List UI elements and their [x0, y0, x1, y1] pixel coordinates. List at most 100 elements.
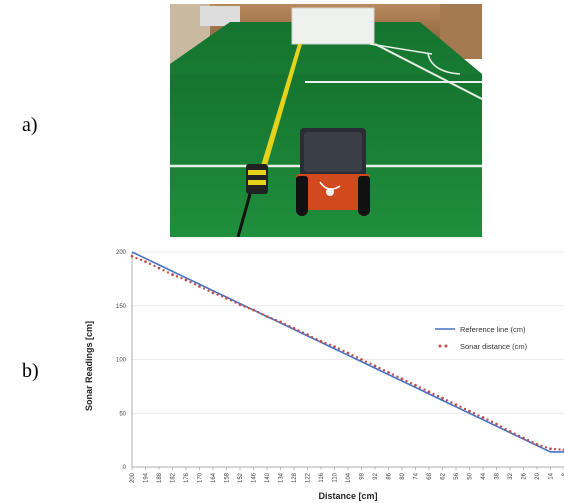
reference-line	[131, 251, 564, 453]
x-tick-label: 158	[225, 472, 231, 483]
sonar-point	[333, 345, 336, 348]
legend-reference-label: Reference line (cm)	[460, 325, 526, 334]
grid-lines	[132, 251, 564, 468]
sonar-point	[166, 271, 170, 274]
sonar-point	[499, 425, 503, 428]
x-tick-label: 170	[198, 472, 204, 483]
sonar-point	[360, 358, 363, 361]
sonar-point	[553, 447, 557, 451]
sonar-point	[310, 335, 314, 339]
sonar-point	[472, 412, 476, 415]
sonar-point	[189, 280, 192, 284]
x-tick-label: 8	[562, 472, 564, 476]
x-tick-label: 20	[535, 472, 541, 479]
x-tick-label: 50	[468, 472, 474, 479]
y-axis-title: Sonar Readings [cm]	[84, 321, 94, 411]
sonar-point	[495, 422, 498, 426]
sonar-point	[130, 254, 134, 258]
y-tick-label: 0	[123, 465, 127, 471]
sonar-point	[256, 311, 260, 314]
sonar-point	[508, 430, 512, 433]
sonar-point	[139, 258, 143, 262]
sonar-point	[441, 396, 444, 400]
sonar-point	[198, 285, 201, 288]
x-tick-label: 188	[157, 472, 163, 483]
sonar-point	[459, 405, 462, 408]
sonar-point	[468, 409, 471, 413]
sonar-point	[540, 444, 543, 448]
sonar-point	[463, 407, 467, 411]
sonar-point	[364, 360, 368, 363]
sonar-point	[414, 383, 417, 387]
sonar-readings-chart: 0 50 100 150 200 200 194 188 182 176 170 164 158 152…	[84, 250, 564, 501]
sonar-point	[261, 313, 264, 316]
reference-line-series	[131, 251, 564, 453]
x-tick-label: 26	[522, 472, 528, 479]
sonar-point	[162, 269, 165, 272]
x-tick-label: 140	[265, 472, 271, 483]
sonar-point	[400, 377, 404, 381]
sonar-point	[274, 318, 278, 322]
x-tick-label: 134	[279, 472, 285, 483]
sonar-point	[427, 390, 431, 394]
sonar-point	[504, 427, 507, 431]
sonar-point	[265, 315, 269, 318]
sonar-point	[252, 308, 255, 312]
sonar-point	[544, 446, 548, 449]
legend-sonar-swatch-b	[444, 344, 448, 348]
sonar-point	[135, 256, 138, 260]
x-tick-label: 62	[441, 472, 447, 479]
sonar-point	[405, 379, 408, 383]
sonar-point	[454, 403, 458, 407]
sonar-point	[319, 339, 323, 343]
legend-sonar-label: Sonar distance (cm)	[460, 342, 528, 351]
x-tick-label: 104	[346, 472, 352, 483]
x-tick-label: 74	[414, 472, 420, 479]
x-tick-labels: 200 194 188 182 176 170 164 158 152 146 140 134 128 1…	[130, 472, 564, 483]
sonar-point	[297, 329, 300, 332]
y-tick-label: 150	[116, 304, 127, 310]
sonar-point	[211, 291, 215, 295]
sonar-point	[157, 266, 161, 270]
sonar-point	[558, 448, 561, 451]
sonar-point	[373, 364, 377, 368]
sonar-point	[387, 371, 390, 374]
sonar-point	[202, 287, 206, 290]
sonar-point	[229, 299, 233, 302]
x-tick-label: 56	[454, 472, 460, 479]
x-tick-label: 182	[171, 472, 177, 483]
robot-on-soccer-field-photo	[170, 4, 482, 237]
sonar-point	[513, 432, 516, 435]
sonar-point	[369, 362, 372, 365]
sonar-point	[396, 375, 399, 378]
x-tick-label: 146	[252, 472, 258, 483]
sonar-point	[549, 447, 552, 451]
sonar-point	[247, 307, 251, 310]
sonar-point	[301, 331, 305, 334]
sonar-point	[391, 373, 395, 376]
legend-sonar-swatch-a	[438, 344, 442, 348]
y-tick-label: 50	[119, 411, 126, 417]
sonar-point	[283, 322, 287, 326]
sonar-point	[207, 289, 210, 292]
y-tick-label: 200	[116, 250, 127, 256]
sonar-point	[432, 392, 435, 396]
chart-legend: Reference line (cm) Sonar distance (cm)	[435, 325, 528, 351]
sonar-point	[382, 369, 386, 372]
x-tick-label: 86	[387, 472, 393, 479]
sonar-point	[193, 283, 197, 286]
sonar-point	[220, 295, 224, 298]
sonar-point	[445, 399, 449, 402]
sonar-point	[171, 273, 174, 276]
sonar-point	[216, 293, 219, 296]
sonar-point	[526, 438, 530, 442]
sonar-point	[477, 414, 480, 417]
sonar-point	[292, 326, 296, 330]
x-tick-label: 68	[427, 472, 433, 479]
sonar-point	[346, 351, 350, 355]
x-tick-label: 14	[549, 472, 555, 479]
sonar-point	[378, 366, 381, 370]
sonar-point	[144, 260, 147, 264]
sonar-point	[315, 337, 318, 341]
sonar-point	[342, 349, 345, 353]
